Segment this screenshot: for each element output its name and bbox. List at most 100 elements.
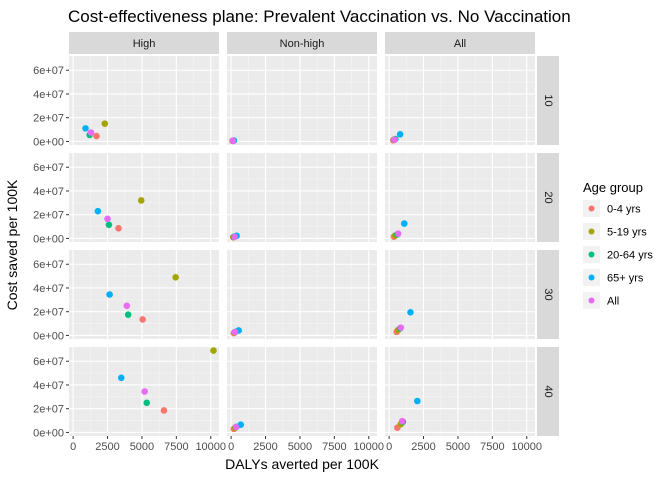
data-point — [400, 220, 408, 227]
x-tick-label: 10000 — [195, 441, 226, 453]
strip-row-bg — [537, 347, 559, 436]
legend-label: 0-4 yrs — [607, 204, 641, 216]
legend-title: Age group — [583, 180, 643, 195]
data-point — [82, 125, 89, 132]
panel-background — [385, 347, 535, 436]
panel-all-10 — [385, 56, 535, 145]
panel-background — [69, 153, 219, 242]
data-point — [397, 324, 405, 332]
strip-row-label: 20 — [542, 191, 554, 203]
strip-row-label: 10 — [542, 94, 554, 106]
panel-background — [227, 250, 377, 339]
strip-col-label: All — [454, 38, 466, 50]
strip-row-bg — [537, 250, 559, 339]
legend-label: 65+ yrs — [607, 273, 644, 285]
panel-high-10 — [69, 56, 219, 145]
x-tick-label: 2500 — [253, 441, 277, 453]
legend-key-5 — [588, 297, 595, 304]
panel-background — [69, 250, 219, 339]
strip-col-bg — [385, 32, 535, 54]
y-tick-label: 4e+07 — [33, 89, 64, 101]
y-tick-label: 4e+07 — [33, 380, 64, 392]
data-point — [104, 215, 111, 223]
y-tick-label: 2e+07 — [33, 404, 64, 416]
panel-non-high-30 — [227, 250, 377, 339]
panel-background — [385, 153, 535, 242]
data-point — [117, 374, 125, 382]
y-tick-label: 6e+07 — [33, 162, 64, 174]
y-tick-label: 6e+07 — [33, 65, 64, 77]
data-point — [105, 221, 113, 229]
x-tick-label: 7500 — [164, 441, 188, 453]
data-point — [139, 316, 146, 323]
data-point — [101, 120, 109, 127]
data-point — [93, 132, 100, 140]
panel-non-high-10 — [227, 56, 377, 145]
data-point — [94, 207, 102, 215]
x-tick-label: 7500 — [480, 441, 504, 453]
legend-key-1 — [588, 205, 595, 212]
panel-background — [227, 153, 377, 242]
x-axis: 0 2500 5000 7500 10000 0 2500 5000 7500 10000 0 250… — [70, 436, 542, 453]
data-point — [143, 399, 151, 407]
panel-non-high-20 — [227, 153, 377, 242]
strip-row-bg — [537, 153, 559, 242]
strip-row-label: 30 — [542, 288, 554, 300]
data-point — [123, 302, 131, 310]
strip-col-bg — [69, 32, 219, 54]
data-point — [232, 423, 240, 431]
x-tick-label: 2500 — [411, 441, 435, 453]
data-point — [172, 273, 179, 281]
y-axis-title: Cost saved per 100K — [4, 179, 20, 310]
panel-high-30 — [69, 250, 219, 339]
y-tick-label: 4e+07 — [33, 186, 64, 198]
legend-key-3 — [588, 251, 595, 258]
data-point — [398, 417, 406, 425]
data-points — [82, 120, 421, 433]
data-point — [210, 347, 217, 354]
panel-background — [385, 250, 535, 339]
y-tick-label: 0e+00 — [33, 427, 64, 439]
y-axis: 0e+00 2e+07 4e+07 6e+07 0e+00 2e+07 4e+07 6e+07… — [33, 65, 69, 439]
x-tick-label: 10000 — [511, 441, 542, 453]
legend-label: All — [607, 296, 619, 308]
legend-key-2 — [588, 228, 595, 235]
x-axis-title: DALYs averted per 100K — [225, 456, 379, 472]
x-tick-label: 0 — [228, 441, 234, 453]
data-point — [160, 407, 168, 414]
data-point — [396, 131, 404, 138]
x-tick-label: 5000 — [446, 441, 470, 453]
panel-all-20 — [385, 153, 535, 242]
column-strips: High Non-high All — [69, 32, 535, 54]
data-point — [231, 328, 239, 336]
data-point — [87, 129, 95, 136]
y-tick-label: 4e+07 — [33, 283, 64, 295]
strip-row-label: 40 — [542, 385, 554, 397]
data-point — [231, 233, 238, 241]
panel-high-20 — [69, 153, 219, 242]
strip-col-label: Non-high — [280, 38, 325, 50]
y-tick-label: 6e+07 — [33, 356, 64, 368]
data-point — [137, 197, 145, 204]
data-point — [106, 291, 113, 298]
strip-col-label: High — [133, 38, 156, 50]
data-point — [124, 311, 132, 318]
panel-background — [227, 56, 377, 145]
x-tick-label: 5000 — [288, 441, 312, 453]
y-tick-label: 2e+07 — [33, 210, 64, 222]
panel-background — [385, 56, 535, 145]
data-point — [414, 397, 421, 405]
x-tick-label: 10000 — [353, 441, 384, 453]
panel-background — [69, 56, 219, 145]
data-point — [394, 230, 402, 237]
data-point — [141, 388, 148, 395]
legend-label: 20-64 yrs — [607, 250, 653, 262]
legend-key-4 — [588, 274, 595, 281]
panel-background — [227, 347, 377, 436]
x-tick-label: 5000 — [130, 441, 154, 453]
facet-panels — [69, 56, 535, 436]
panel-all-30 — [385, 250, 535, 339]
panel-non-high-40 — [227, 347, 377, 436]
data-point — [407, 309, 414, 316]
